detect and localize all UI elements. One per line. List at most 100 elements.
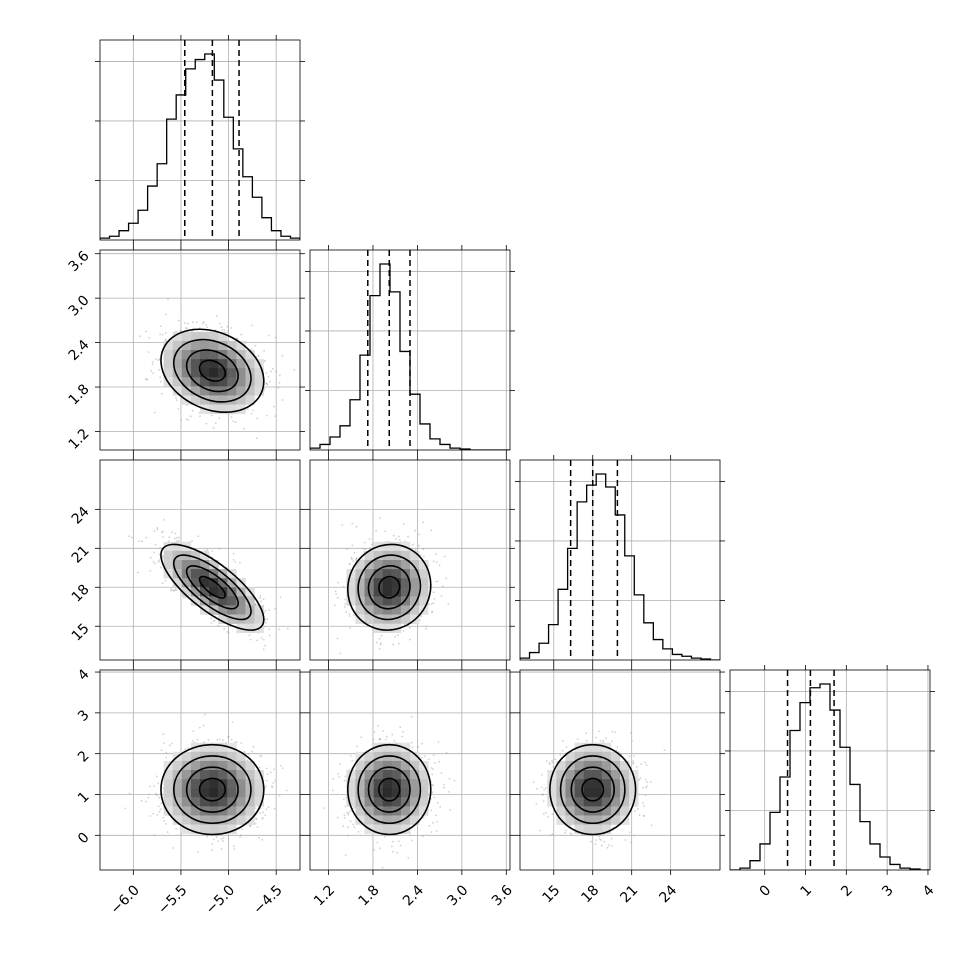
scatter-point [254, 603, 257, 606]
scatter-point [240, 834, 243, 837]
scatter-point [170, 589, 172, 592]
scatter-point [195, 321, 198, 324]
scatter-point [262, 598, 265, 601]
scatter-point [370, 543, 373, 546]
scatter-point [159, 376, 162, 379]
scatter-point [335, 593, 337, 595]
scatter-point [440, 772, 443, 775]
density-cell [254, 770, 264, 780]
scatter-point [441, 585, 444, 587]
scatter-point [259, 755, 261, 758]
density-cell [410, 550, 420, 561]
scatter-point [352, 807, 355, 810]
scatter-point [152, 560, 155, 563]
scatter-point [158, 368, 160, 371]
histogram-1 [310, 263, 510, 450]
scatter-point [379, 643, 382, 646]
scatter-point [236, 337, 238, 340]
scatter-point [171, 338, 173, 341]
density-cell [236, 779, 246, 789]
scatter-point [202, 724, 205, 727]
scatter-point [357, 830, 360, 833]
scatter-point [352, 823, 355, 826]
density-cell [391, 779, 402, 789]
density-cell [373, 614, 384, 624]
scatter-point [273, 807, 276, 810]
scatter-point [198, 726, 201, 729]
density-cell [209, 560, 219, 570]
density-cell [373, 815, 384, 825]
density-cell [373, 760, 384, 771]
scatter-point [338, 763, 341, 765]
scatter-point [252, 409, 255, 412]
scatter-point [264, 360, 266, 362]
density-cell [181, 751, 192, 762]
scatter-point [210, 622, 213, 624]
scatter-point [379, 737, 381, 740]
scatter-point [254, 822, 257, 825]
density-cell [200, 596, 210, 606]
scatter-point [350, 556, 353, 559]
density-cell [163, 350, 174, 360]
scatter-point [344, 603, 347, 605]
scatter-point [262, 638, 265, 641]
scatter-point [422, 548, 425, 551]
density-cell [391, 742, 402, 753]
density-cell [227, 760, 237, 771]
density-cell [200, 824, 210, 834]
scatter-point [349, 754, 352, 757]
scatter-point [165, 756, 168, 759]
density-cell [355, 760, 365, 771]
density-cell [236, 751, 246, 762]
scatter-point [241, 828, 244, 831]
density-cell [373, 578, 384, 588]
scatter-point [217, 840, 220, 842]
scatter-point [234, 741, 237, 743]
scatter-point [231, 721, 234, 723]
density-cell [190, 340, 201, 351]
scatter-point [265, 382, 267, 385]
scatter-point [161, 556, 164, 559]
scatter-point [334, 590, 337, 593]
density-cell [218, 331, 228, 342]
density-cell [382, 587, 393, 597]
density-cell [245, 806, 255, 816]
density-cell [190, 359, 201, 369]
scatter-point [158, 796, 161, 799]
scatter-point [147, 351, 150, 353]
histogram-0 [100, 53, 300, 240]
scatter-point [286, 627, 289, 630]
scatter-point [220, 837, 223, 840]
scatter-point [234, 561, 237, 563]
density-cell [227, 377, 237, 387]
scatter-point [158, 553, 161, 556]
density-cell [245, 386, 255, 396]
scatter-point [403, 623, 406, 626]
density-cell [190, 760, 201, 771]
density-cell [181, 806, 192, 816]
density-cell [410, 587, 420, 597]
scatter-point [223, 329, 226, 332]
density-cell [218, 614, 228, 624]
density-cell [355, 815, 365, 825]
density-cell [218, 395, 228, 405]
density-cell [209, 815, 219, 825]
scatter-point [351, 544, 354, 547]
contour-level-1 [185, 349, 239, 393]
scatter-point [273, 405, 275, 408]
scatter-point [174, 589, 177, 591]
scatter-point [172, 847, 175, 849]
density-cell [400, 560, 411, 570]
density-cell [419, 569, 429, 579]
density-cell [209, 760, 219, 771]
density-cell [391, 824, 402, 834]
density-cell [181, 368, 192, 378]
scatter-point [343, 814, 346, 816]
scatter-point [411, 746, 414, 749]
scatter-point [355, 557, 358, 560]
scatter-point [342, 798, 345, 801]
scatter-point [175, 589, 178, 591]
scatter-point [435, 830, 438, 832]
scatter-point [420, 757, 423, 759]
scatter-point [160, 802, 163, 805]
